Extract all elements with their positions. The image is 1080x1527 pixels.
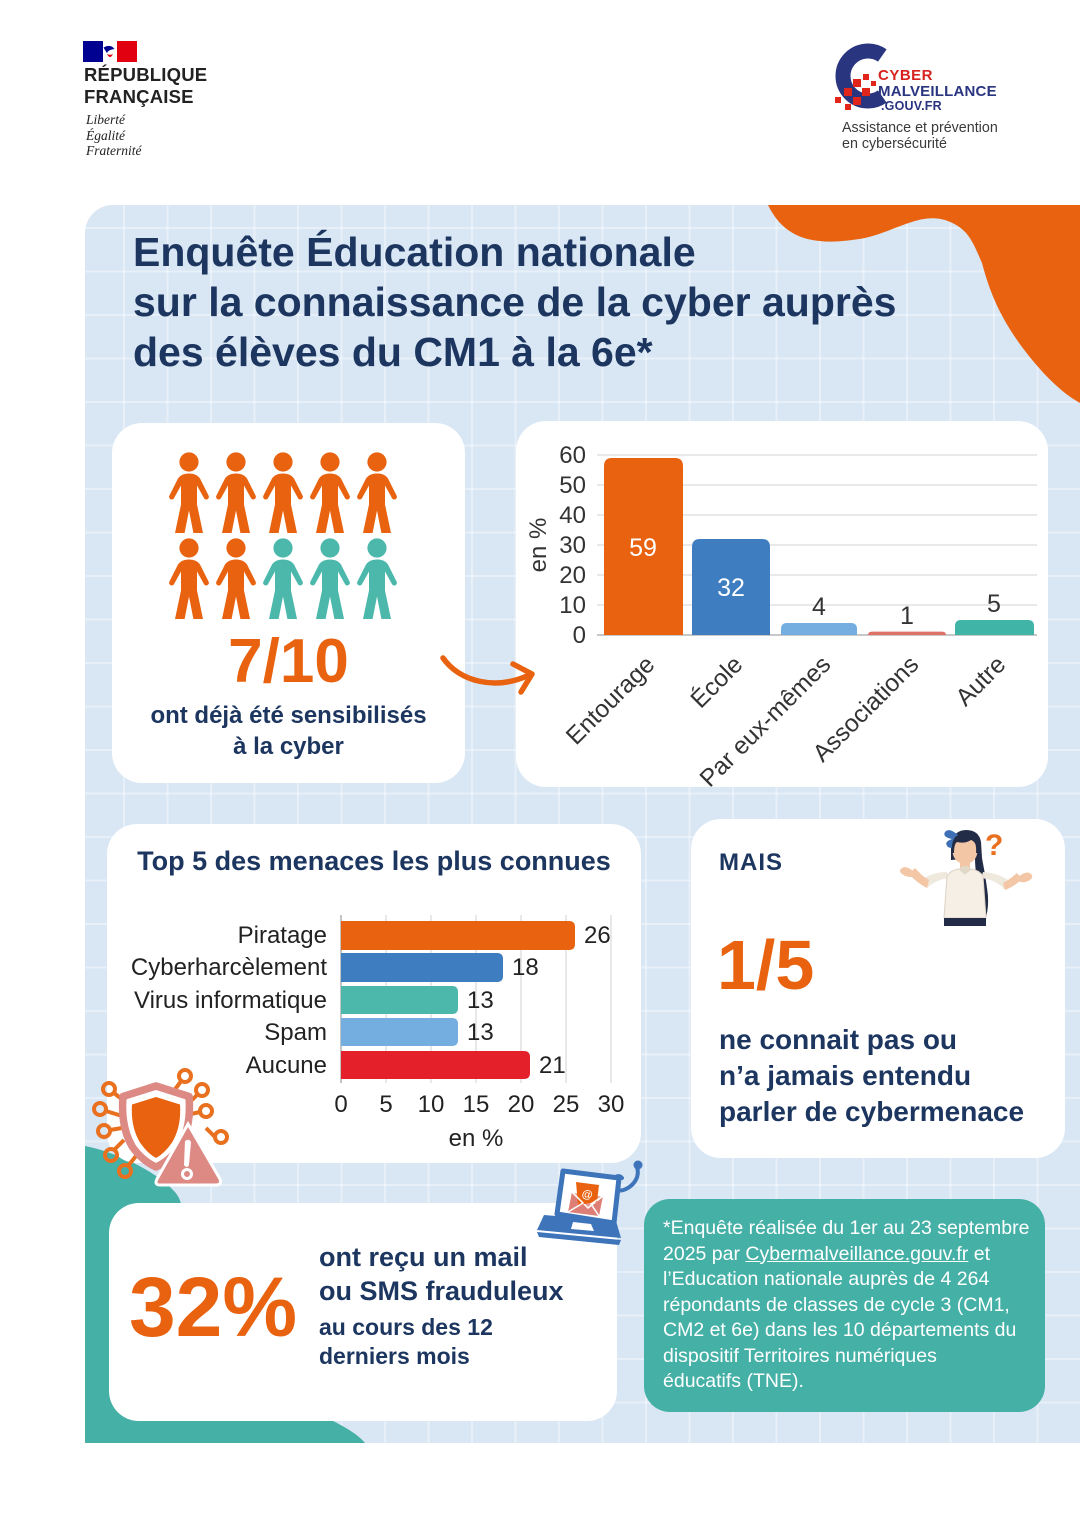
svg-text:26: 26 [584,922,611,949]
svg-text:École: École [686,651,748,713]
svg-text:20: 20 [508,1091,535,1118]
svg-text:?: ? [985,829,1003,862]
svg-text:30: 30 [598,1091,625,1118]
svg-text:0: 0 [334,1091,347,1118]
svg-text:10: 10 [559,592,586,619]
svg-text:Autre: Autre [951,651,1012,712]
svg-text:Aucune: Aucune [246,1052,327,1079]
svg-text:5: 5 [379,1091,392,1118]
svg-text:4: 4 [812,593,826,621]
svg-text:32: 32 [717,574,745,602]
svg-text:13: 13 [467,987,494,1014]
svg-text:Entourage: Entourage [561,651,660,750]
svg-text:@: @ [581,1188,593,1201]
svg-text:60: 60 [559,442,586,469]
svg-text:15: 15 [463,1091,490,1118]
svg-text:Virus informatique: Virus informatique [134,987,327,1014]
svg-text:25: 25 [553,1091,580,1118]
svg-text:40: 40 [559,502,586,529]
svg-text:en %: en % [525,518,552,573]
svg-text:en %: en % [449,1125,504,1152]
svg-text:5: 5 [987,590,1001,618]
svg-text:1: 1 [900,602,914,630]
svg-text:18: 18 [512,954,539,981]
svg-text:50: 50 [559,472,586,499]
svg-text:21: 21 [539,1052,566,1079]
svg-text:Piratage: Piratage [238,922,327,949]
svg-text:30: 30 [559,532,586,559]
svg-text:13: 13 [467,1019,494,1046]
svg-text:59: 59 [629,534,657,562]
svg-text:10: 10 [418,1091,445,1118]
svg-text:0: 0 [573,622,586,649]
svg-text:Cyberharcèlement: Cyberharcèlement [131,954,327,981]
svg-text:Spam: Spam [264,1019,327,1046]
svg-text:20: 20 [559,562,586,589]
